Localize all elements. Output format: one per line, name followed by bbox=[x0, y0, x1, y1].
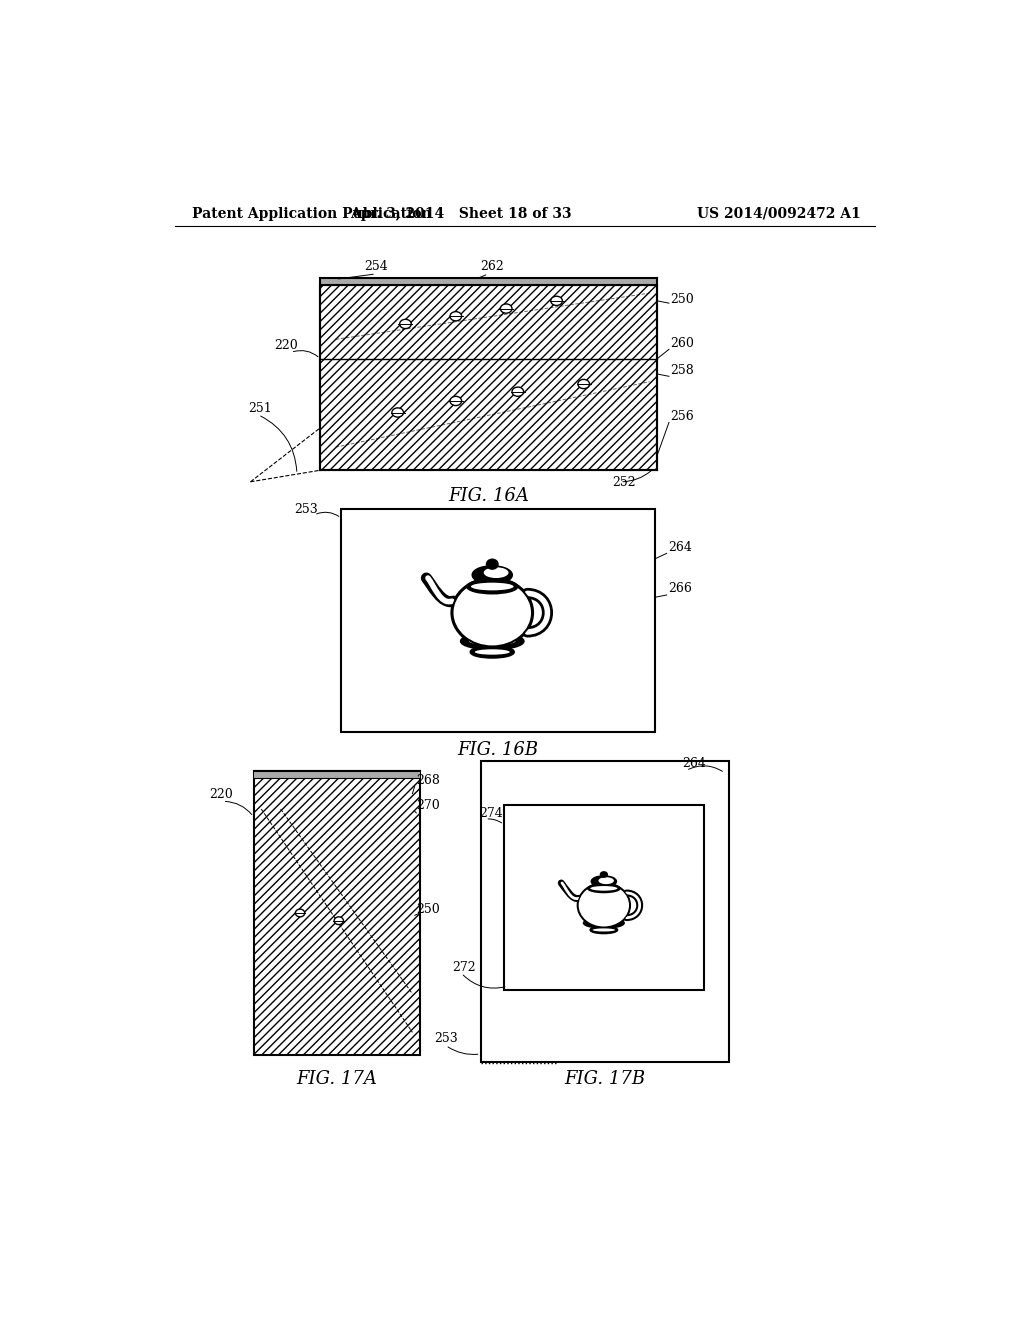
Text: 253: 253 bbox=[434, 1032, 458, 1045]
Ellipse shape bbox=[577, 882, 631, 928]
Text: 251: 251 bbox=[248, 403, 272, 416]
Ellipse shape bbox=[467, 579, 517, 594]
Ellipse shape bbox=[579, 884, 629, 927]
Text: 250: 250 bbox=[671, 293, 694, 306]
Text: 220: 220 bbox=[273, 339, 297, 352]
Text: 253: 253 bbox=[295, 503, 318, 516]
Ellipse shape bbox=[334, 917, 343, 924]
Ellipse shape bbox=[578, 379, 590, 388]
Text: FIG. 16B: FIG. 16B bbox=[457, 741, 539, 759]
Bar bbox=[321, 277, 657, 285]
Bar bbox=[341, 508, 655, 733]
Text: 272: 272 bbox=[452, 961, 475, 974]
Ellipse shape bbox=[588, 884, 621, 892]
Ellipse shape bbox=[512, 387, 523, 396]
Ellipse shape bbox=[593, 928, 615, 932]
Ellipse shape bbox=[589, 921, 618, 925]
Ellipse shape bbox=[598, 878, 614, 884]
Bar bbox=[480, 762, 729, 1061]
Ellipse shape bbox=[450, 312, 462, 321]
Ellipse shape bbox=[579, 884, 629, 927]
Ellipse shape bbox=[590, 927, 617, 933]
Bar bbox=[504, 805, 703, 990]
Ellipse shape bbox=[592, 876, 616, 887]
Ellipse shape bbox=[473, 566, 512, 583]
Text: 254: 254 bbox=[365, 260, 388, 273]
Text: US 2014/0092472 A1: US 2014/0092472 A1 bbox=[697, 207, 861, 220]
Text: FIG. 16A: FIG. 16A bbox=[447, 487, 528, 504]
Text: 250: 250 bbox=[417, 903, 440, 916]
Text: 266: 266 bbox=[669, 582, 692, 595]
Text: 268: 268 bbox=[417, 774, 440, 787]
Text: 270: 270 bbox=[417, 799, 440, 812]
Bar bbox=[254, 771, 420, 1056]
Ellipse shape bbox=[501, 304, 512, 313]
Ellipse shape bbox=[461, 634, 523, 649]
Ellipse shape bbox=[454, 579, 531, 645]
Text: 258: 258 bbox=[671, 364, 694, 378]
Ellipse shape bbox=[392, 408, 403, 417]
Text: Patent Application Publication: Patent Application Publication bbox=[193, 207, 432, 220]
Text: 252: 252 bbox=[612, 475, 636, 488]
Ellipse shape bbox=[454, 579, 531, 645]
Bar bbox=[321, 285, 657, 470]
Text: 264: 264 bbox=[682, 756, 706, 770]
Bar bbox=[254, 771, 420, 779]
Ellipse shape bbox=[486, 560, 498, 569]
Ellipse shape bbox=[551, 296, 562, 305]
Text: 262: 262 bbox=[480, 260, 505, 273]
Text: 260: 260 bbox=[671, 337, 694, 350]
Text: FIG. 17B: FIG. 17B bbox=[564, 1069, 645, 1088]
Ellipse shape bbox=[451, 577, 535, 648]
Ellipse shape bbox=[295, 909, 305, 917]
Text: 264: 264 bbox=[669, 541, 692, 554]
Text: FIG. 17A: FIG. 17A bbox=[296, 1069, 377, 1088]
Ellipse shape bbox=[483, 568, 509, 578]
Ellipse shape bbox=[471, 582, 514, 590]
Ellipse shape bbox=[600, 871, 607, 878]
Text: 274: 274 bbox=[479, 807, 503, 820]
Text: Apr. 3, 2014   Sheet 18 of 33: Apr. 3, 2014 Sheet 18 of 33 bbox=[350, 207, 572, 220]
Ellipse shape bbox=[399, 319, 412, 329]
Text: 220: 220 bbox=[209, 788, 233, 800]
Ellipse shape bbox=[450, 396, 462, 405]
Text: 256: 256 bbox=[671, 411, 694, 424]
Ellipse shape bbox=[590, 886, 617, 891]
Ellipse shape bbox=[584, 917, 624, 928]
Ellipse shape bbox=[475, 649, 510, 655]
Ellipse shape bbox=[471, 647, 514, 657]
Ellipse shape bbox=[469, 638, 515, 645]
